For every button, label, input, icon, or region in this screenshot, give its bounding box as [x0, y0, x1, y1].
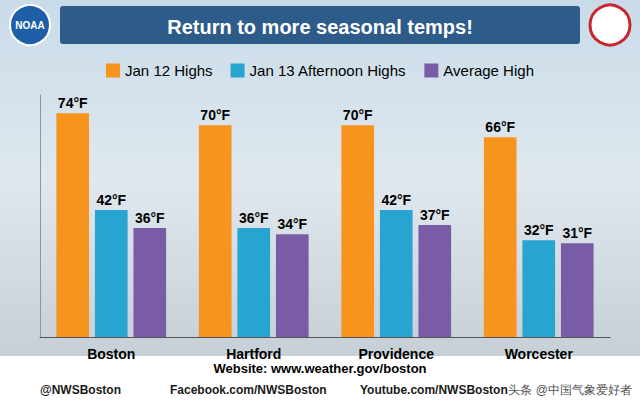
- svg-text:Boston: Boston: [87, 346, 135, 362]
- svg-text:Return to more seasonal temps!: Return to more seasonal temps!: [167, 16, 473, 38]
- svg-text:42°F: 42°F: [381, 192, 411, 208]
- svg-text:37°F: 37°F: [420, 207, 450, 223]
- svg-text:Worcester: Worcester: [505, 346, 574, 362]
- svg-text:70°F: 70°F: [200, 107, 230, 123]
- svg-text:36°F: 36°F: [239, 210, 269, 226]
- svg-text:Facebook.com/NWSBoston: Facebook.com/NWSBoston: [170, 383, 327, 397]
- svg-text:36°F: 36°F: [135, 210, 165, 226]
- svg-text:66°F: 66°F: [485, 119, 515, 135]
- svg-text:Providence: Providence: [358, 346, 434, 362]
- svg-text:Jan 12 Highs: Jan 12 Highs: [125, 62, 213, 79]
- svg-text:42°F: 42°F: [96, 192, 126, 208]
- svg-text:Average High: Average High: [443, 62, 534, 79]
- svg-text:32°F: 32°F: [524, 222, 554, 238]
- svg-text:Youtube.com/NWSBoston: Youtube.com/NWSBoston: [360, 383, 508, 397]
- svg-text:NOAA: NOAA: [15, 20, 44, 31]
- svg-text:@NWSBoston: @NWSBoston: [40, 383, 121, 397]
- svg-text:74°F: 74°F: [58, 95, 88, 111]
- svg-text:Hartford: Hartford: [226, 346, 282, 362]
- svg-text:34°F: 34°F: [277, 216, 307, 232]
- svg-text:31°F: 31°F: [562, 225, 592, 241]
- svg-text:头条 @中国气象爱好者: 头条 @中国气象爱好者: [508, 383, 632, 397]
- svg-text:Website: www.weather.gov/bosto: Website: www.weather.gov/boston: [213, 361, 426, 376]
- svg-text:Jan 13 Afternoon Highs: Jan 13 Afternoon Highs: [250, 62, 406, 79]
- svg-text:70°F: 70°F: [343, 107, 373, 123]
